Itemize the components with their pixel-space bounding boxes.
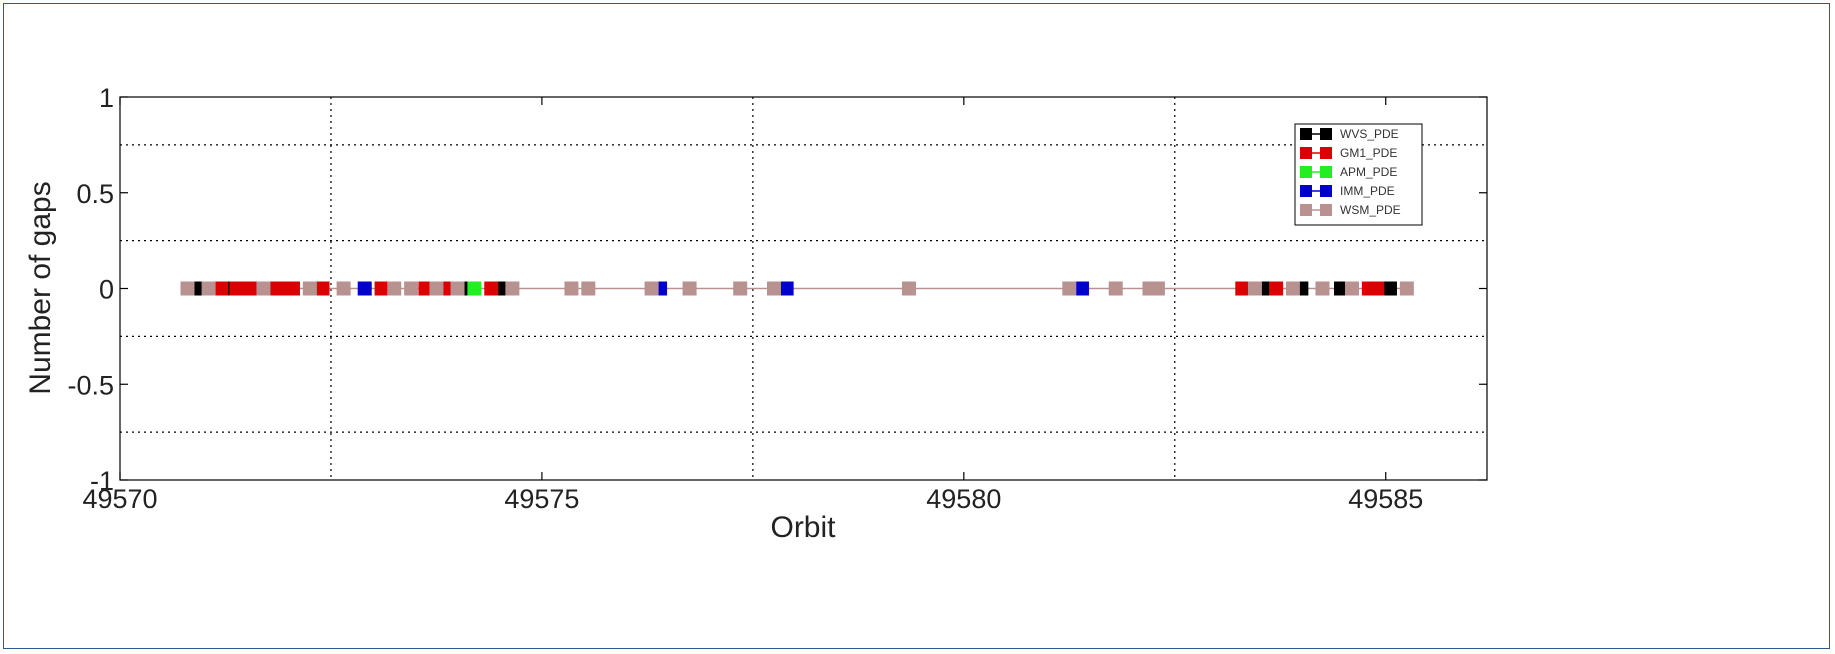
x-tick-label: 49575 [504, 484, 579, 514]
marker-wsm-pde [302, 281, 317, 296]
legend-marker [1320, 166, 1332, 178]
marker-imm-pde [1074, 281, 1089, 296]
marker-wsm-pde [581, 281, 596, 296]
marker-wsm-pde [505, 281, 520, 296]
y-tick-label: 0 [99, 275, 114, 305]
legend-marker [1300, 166, 1312, 178]
marker-wsm-pde [450, 281, 465, 296]
marker-wsm-pde [682, 281, 697, 296]
marker-wsm-pde [733, 281, 748, 296]
marker-gm1-pde [214, 281, 229, 296]
x-tick-label: 49580 [926, 484, 1001, 514]
marker-imm-pde [779, 281, 794, 296]
marker-gm1-pde [315, 281, 330, 296]
marker-wsm-pde [1062, 281, 1077, 296]
legend-marker [1320, 185, 1332, 197]
data-markers [180, 281, 1414, 296]
marker-wsm-pde [1150, 281, 1165, 296]
legend-label: APM_PDE [1340, 165, 1397, 179]
x-tick-label: 49585 [1348, 484, 1423, 514]
x-tick-labels: 49570 49575 49580 49585 [82, 484, 1423, 514]
legend-box [1294, 123, 1423, 226]
marker-wsm-pde [336, 281, 351, 296]
marker-imm-pde [357, 281, 372, 296]
x-axis-label: Orbit [770, 511, 836, 544]
legend-marker [1320, 204, 1332, 216]
marker-wsm-pde [644, 281, 659, 296]
y-tick-label: -1 [90, 466, 114, 496]
marker-wsm-pde [180, 281, 195, 296]
marker-wvs-pde [1382, 281, 1397, 296]
marker-gm1-pde [1269, 281, 1284, 296]
marker-wsm-pde [1285, 281, 1300, 296]
legend-marker [1300, 147, 1312, 159]
legend-label: WSM_PDE [1340, 203, 1401, 217]
legend-marker [1300, 128, 1312, 140]
y-axis-label: Number of gaps [24, 181, 57, 394]
marker-wsm-pde [429, 281, 444, 296]
legend: WVS_PDE GM1_PDE APM_PDE IMM_PDE WSM_PDE [1294, 123, 1423, 226]
legend-marker [1300, 185, 1312, 197]
marker-gm1-pde [374, 281, 389, 296]
marker-wsm-pde [564, 281, 579, 296]
marker-gm1-pde [418, 281, 433, 296]
axis-ticks [119, 96, 1487, 481]
marker-gm1-pde [285, 281, 300, 296]
y-tick-label: 1 [99, 83, 114, 113]
marker-wsm-pde [1344, 281, 1359, 296]
legend-marker [1320, 128, 1332, 140]
marker-wsm-pde [766, 281, 781, 296]
x-tick-label: 49570 [82, 484, 157, 514]
marker-apm-pde [467, 281, 482, 296]
marker-wvs-pde [1334, 281, 1349, 296]
legend-label: WVS_PDE [1340, 127, 1399, 141]
legend-marker [1300, 204, 1312, 216]
marker-wsm-pde [1108, 281, 1123, 296]
y-tick-label: -0.5 [67, 370, 114, 400]
marker-wsm-pde [901, 281, 916, 296]
marker-wsm-pde [1315, 281, 1330, 296]
legend-marker [1320, 147, 1332, 159]
marker-wsm-pde [404, 281, 419, 296]
marker-wsm-pde [1247, 281, 1262, 296]
marker-wsm-pde [256, 281, 271, 296]
marker-wsm-pde [201, 281, 216, 296]
marker-gm1-pde [1235, 281, 1250, 296]
y-tick-labels: -1 -0.5 0 0.5 1 [67, 83, 114, 496]
legend-label: GM1_PDE [1340, 146, 1397, 160]
marker-gm1-pde [1370, 281, 1385, 296]
grid-lines [120, 97, 1487, 480]
y-tick-label: 0.5 [76, 179, 114, 209]
marker-wsm-pde [387, 281, 402, 296]
marker-wsm-pde [1399, 281, 1414, 296]
legend-label: IMM_PDE [1340, 184, 1395, 198]
marker-gm1-pde [484, 281, 499, 296]
